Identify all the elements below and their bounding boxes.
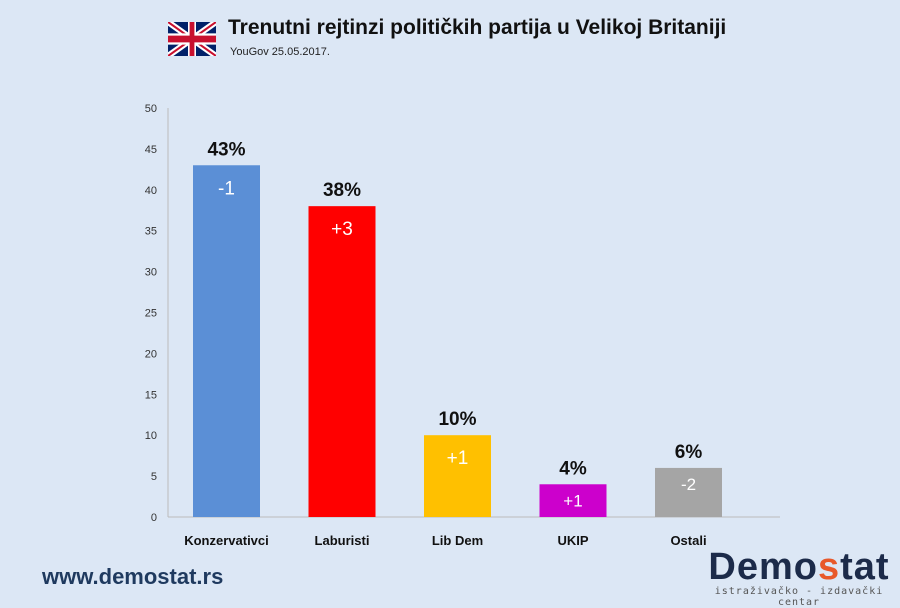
value-label: 10%: [438, 409, 476, 430]
bar: [655, 467, 722, 517]
logo-text: Demo: [708, 546, 818, 588]
bar: [424, 435, 491, 517]
x-tick-label: Konzervativci: [184, 533, 269, 548]
logo-tagline: istraživačko - izdavački centar: [714, 586, 884, 608]
x-tick-label: Ostali: [670, 533, 706, 548]
value-label: 6%: [675, 442, 703, 463]
y-tick-label: 0: [151, 512, 157, 524]
change-label: -2: [681, 475, 696, 494]
demostat-logo: Demostat istraživačko - izdavački centar: [698, 548, 900, 608]
y-tick-label: 20: [145, 348, 157, 360]
value-label: 4%: [559, 458, 587, 479]
chart-subtitle: YouGov 25.05.2017.: [230, 46, 330, 58]
y-tick-label: 40: [145, 185, 157, 197]
change-label: +1: [447, 448, 469, 469]
x-tick-label: UKIP: [557, 533, 588, 548]
y-tick-label: 25: [145, 308, 157, 320]
chart-title: Trenutni rejtinzi političkih partija u V…: [228, 16, 727, 39]
bar: [539, 484, 607, 517]
y-tick-label: 5: [151, 471, 157, 483]
value-label: 38%: [323, 180, 361, 201]
website-link[interactable]: www.demostat.rs: [42, 564, 224, 589]
change-label: +3: [331, 219, 353, 240]
logo-text: tat: [840, 546, 890, 588]
bar: [308, 206, 376, 517]
change-label: +1: [563, 491, 582, 510]
y-tick-label: 35: [145, 226, 157, 238]
y-tick-label: 15: [145, 389, 157, 401]
x-tick-label: Lib Dem: [432, 533, 483, 548]
change-label: -1: [218, 178, 235, 199]
y-tick-label: 50: [145, 103, 157, 115]
y-tick-label: 10: [145, 430, 157, 442]
x-tick-label: Laburisti: [315, 533, 370, 548]
y-tick-label: 30: [145, 267, 157, 279]
y-tick-label: 45: [145, 144, 157, 156]
bar: [193, 165, 260, 517]
logo-text-accent: s: [817, 546, 841, 588]
uk-flag-icon: [168, 22, 216, 56]
value-label: 43%: [207, 139, 245, 160]
